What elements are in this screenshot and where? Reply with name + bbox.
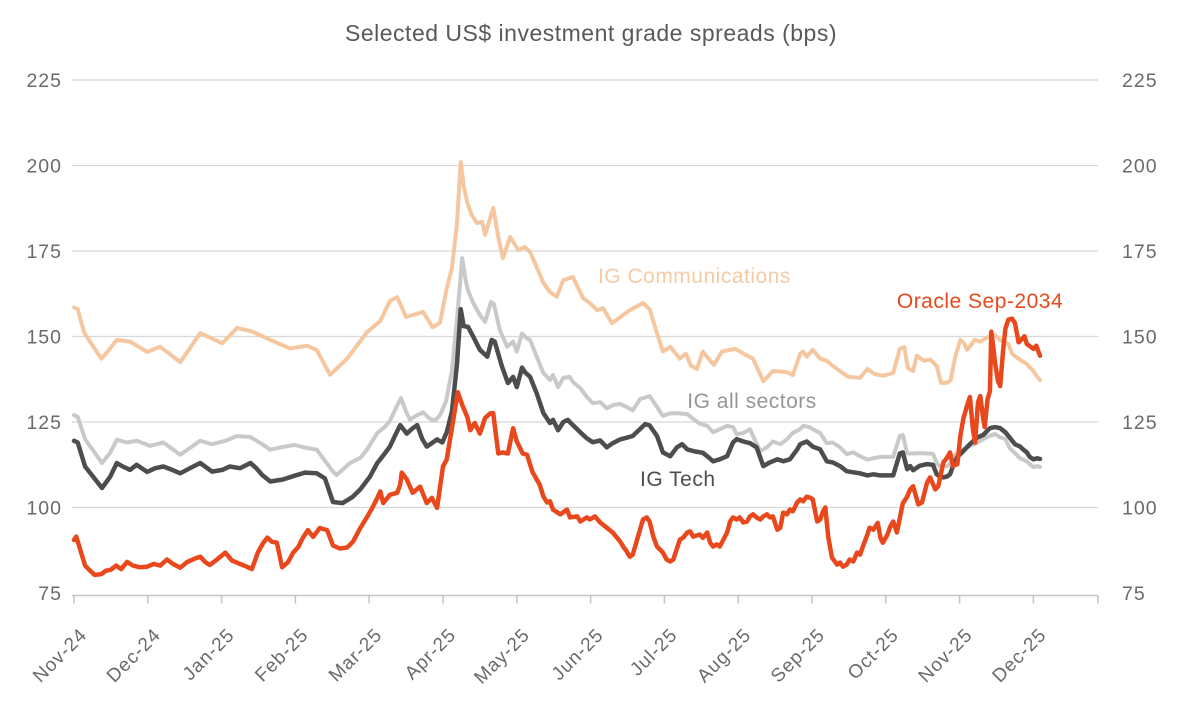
x-tick-label: Oct-25 (844, 625, 903, 684)
y-tick-label-right: 100 (1122, 498, 1158, 520)
x-tick-label: May-25 (470, 625, 534, 689)
line-oracle-sep-2034 (71, 316, 1043, 578)
series-label-ig-all-sectors: IG all sectors (687, 389, 817, 413)
series-label-oracle-sep-2034: Oracle Sep-2034 (896, 290, 1064, 314)
x-tick-label: Jul-25 (626, 625, 682, 681)
x-tick-label: Mar-25 (325, 625, 387, 687)
line-ig-communications (72, 160, 1042, 385)
y-tick-label-right: 200 (1122, 156, 1158, 178)
x-tick-label: Feb-25 (251, 625, 313, 687)
y-tick-label-left: 225 (26, 70, 62, 92)
y-tick-label-right: 125 (1122, 412, 1158, 434)
x-tick-label: Dec-24 (103, 625, 165, 687)
y-tick-label-right: 150 (1122, 327, 1158, 349)
y-tick-label-right: 225 (1122, 70, 1158, 92)
y-axis-labels-right: 225 200 175 150 125 100 75 (1122, 70, 1158, 605)
plot-lines (71, 160, 1043, 578)
series-label-ig-communications: IG Communications (597, 264, 791, 288)
y-tick-label-left: 200 (26, 156, 62, 178)
y-tick-label-left: 75 (38, 583, 62, 605)
series-label-ig-tech: IG Tech (640, 468, 716, 492)
x-tick-label: Nov-25 (915, 625, 977, 687)
line-ig-tech (71, 306, 1043, 506)
x-tick-label: Nov-24 (29, 625, 91, 687)
x-axis: Nov-24 Dec-24 Jan-25 Feb-25 Mar-25 Apr-25 May-… (29, 594, 1099, 689)
y-tick-label-left: 150 (26, 327, 62, 349)
y-gridlines (72, 79, 1098, 509)
y-tick-label-left: 125 (26, 412, 62, 434)
y-axis-labels-left: 225 200 175 150 125 100 75 (26, 70, 62, 605)
y-tick-label-right: 75 (1122, 583, 1146, 605)
x-tick-label: Jun-25 (548, 625, 608, 685)
line-ig-all-sectors (72, 256, 1042, 477)
y-tick-label-left: 175 (26, 241, 62, 263)
x-tick-label: Aug-25 (693, 625, 755, 687)
y-tick-label-right: 175 (1122, 241, 1158, 263)
x-tick-label: Apr-25 (401, 625, 460, 684)
x-tick-label: Sep-25 (767, 625, 829, 687)
y-tick-label-left: 100 (26, 498, 62, 520)
x-tick-label: Dec-25 (989, 625, 1051, 687)
chart-title: Selected US$ investment grade spreads (b… (345, 20, 837, 46)
x-tick-label: Jan-25 (179, 625, 239, 685)
